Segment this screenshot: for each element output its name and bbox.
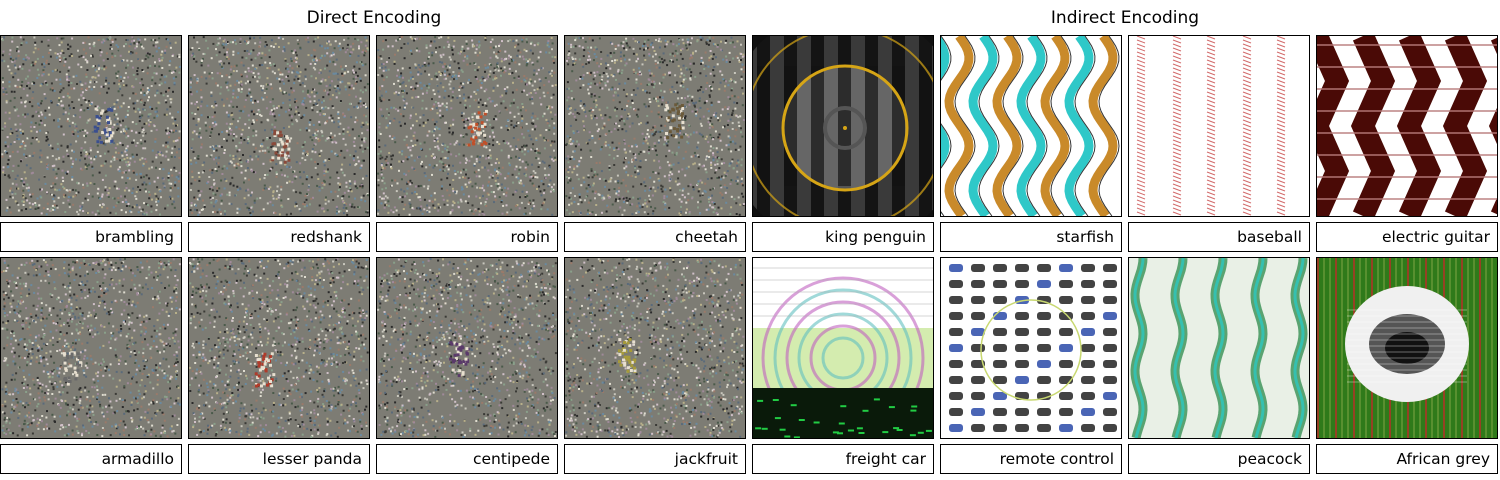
- class-label: starfish: [940, 222, 1122, 252]
- generated-image: [941, 36, 1121, 216]
- image-tile: [564, 35, 746, 217]
- image-tile: [752, 257, 934, 439]
- generated-image: [377, 36, 557, 216]
- class-label: armadillo: [0, 444, 182, 474]
- class-label: peacock: [1128, 444, 1310, 474]
- direct-encoding-heading: Direct Encoding: [306, 8, 442, 28]
- image-tile: [752, 35, 934, 217]
- image-tile: [188, 257, 370, 439]
- image-tile: [0, 35, 182, 217]
- class-label: centipede: [376, 444, 558, 474]
- indirect-encoding-heading: Indirect Encoding: [1050, 8, 1200, 28]
- generated-image: [189, 36, 369, 216]
- class-label: freight car: [752, 444, 934, 474]
- image-tile: [940, 35, 1122, 217]
- class-label: baseball: [1128, 222, 1310, 252]
- generated-image: [1317, 258, 1497, 438]
- class-label: lesser panda: [188, 444, 370, 474]
- generated-image: [1129, 36, 1309, 216]
- image-tile: [1128, 257, 1310, 439]
- class-label: remote control: [940, 444, 1122, 474]
- class-label: king penguin: [752, 222, 934, 252]
- class-label: African grey: [1316, 444, 1498, 474]
- generated-image: [1, 258, 181, 438]
- class-label: redshank: [188, 222, 370, 252]
- image-tile: [1316, 257, 1498, 439]
- generated-image: [377, 258, 557, 438]
- generated-image: [565, 36, 745, 216]
- image-tile: [1316, 35, 1498, 217]
- image-tile: [940, 257, 1122, 439]
- generated-image: [189, 258, 369, 438]
- class-label: robin: [376, 222, 558, 252]
- image-tile: [376, 35, 558, 217]
- class-label: brambling: [0, 222, 182, 252]
- image-tile: [376, 257, 558, 439]
- generated-image: [1, 36, 181, 216]
- class-label: jackfruit: [564, 444, 746, 474]
- image-tile: [564, 257, 746, 439]
- generated-image: [753, 36, 933, 216]
- image-tile: [1128, 35, 1310, 217]
- generated-image: [941, 258, 1121, 438]
- image-tile: [0, 257, 182, 439]
- image-tile: [188, 35, 370, 217]
- class-label: electric guitar: [1316, 222, 1498, 252]
- class-label: cheetah: [564, 222, 746, 252]
- generated-image: [565, 258, 745, 438]
- generated-image: [753, 258, 933, 438]
- generated-image: [1129, 258, 1309, 438]
- generated-image: [1317, 36, 1497, 216]
